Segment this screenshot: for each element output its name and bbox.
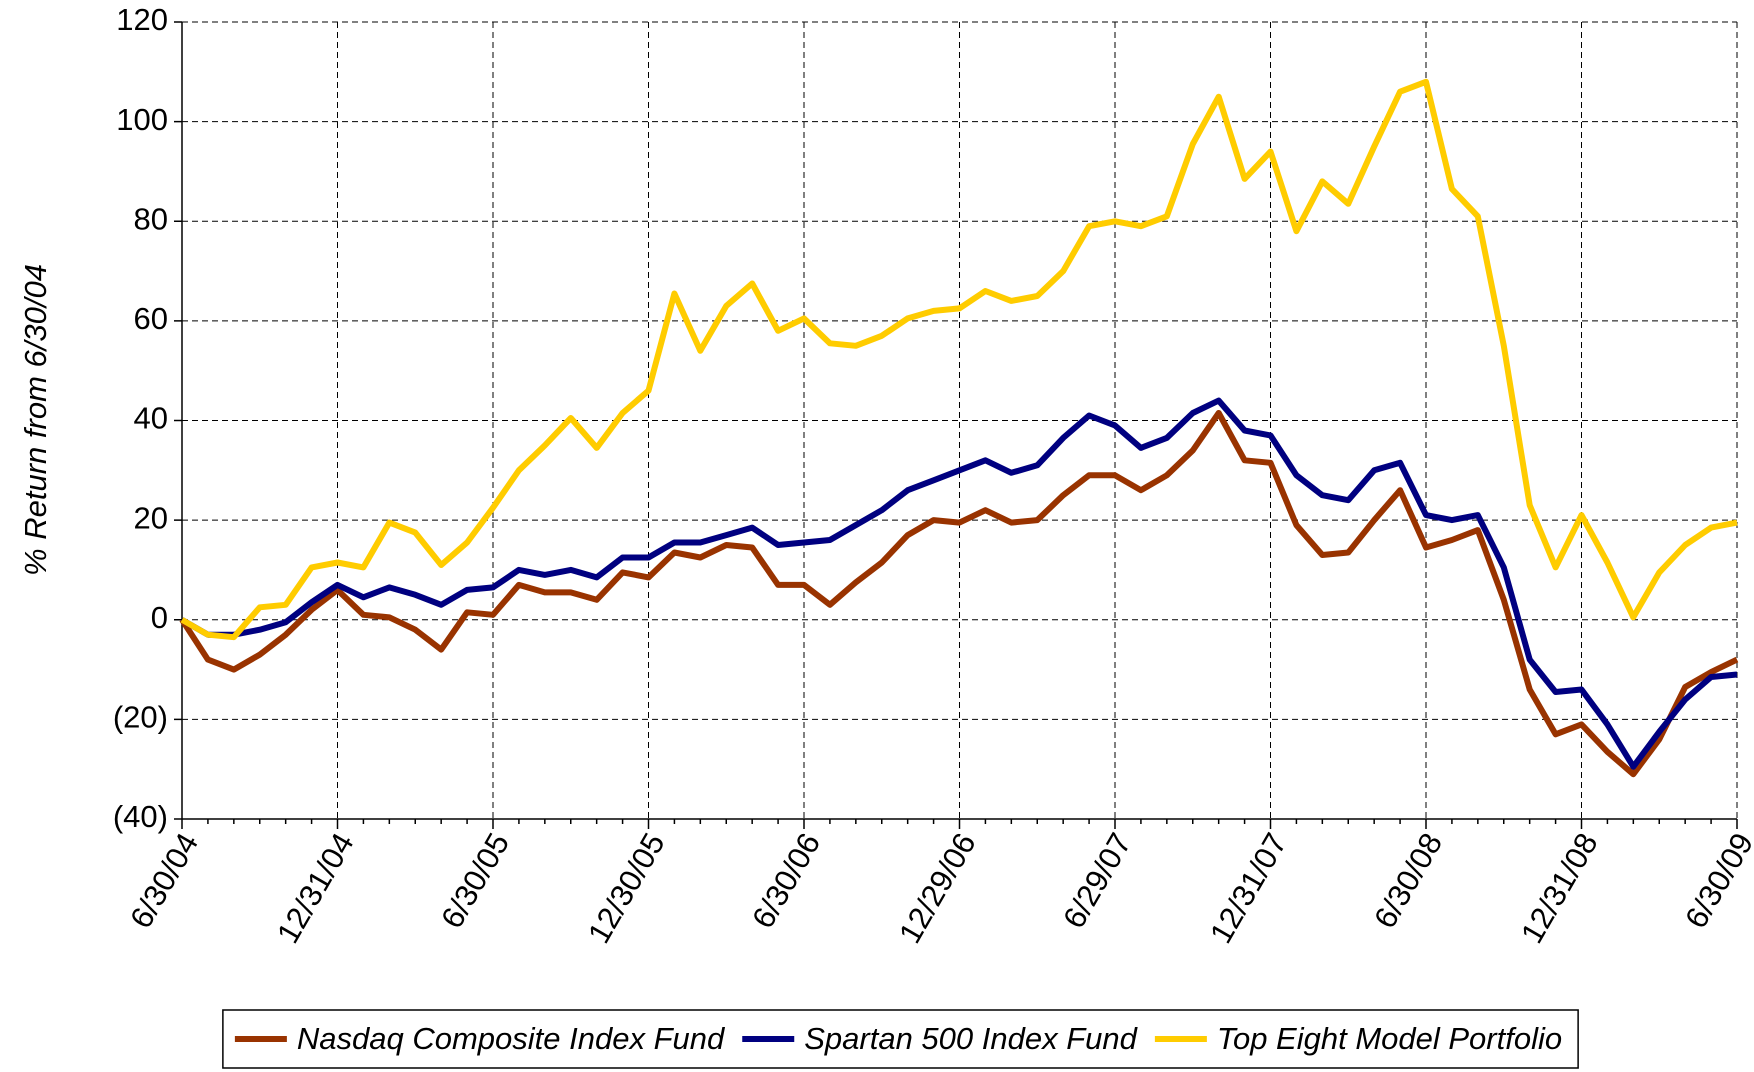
y-tick-label: 60 — [134, 301, 168, 336]
x-tick-label: 6/30/04 — [123, 827, 205, 934]
x-tick-label: 6/30/08 — [1367, 827, 1449, 934]
x-tick-label: 12/31/07 — [1203, 827, 1294, 949]
y-tick-label: 100 — [116, 102, 168, 137]
legend-box — [222, 1009, 1579, 1069]
series-line — [180, 78, 1738, 641]
x-tick-label: 12/29/06 — [892, 827, 983, 949]
x-tick-label: 6/29/07 — [1056, 827, 1138, 934]
y-tick-label: 40 — [134, 401, 168, 436]
legend-label: Top Eight Model Portfolio — [1217, 1021, 1562, 1056]
series-line — [180, 397, 1738, 770]
x-tick-label: 6/30/05 — [434, 827, 516, 934]
x-tick-label: 12/31/08 — [1514, 827, 1605, 949]
y-axis-label: % Return from 6/30/04 — [18, 264, 53, 576]
x-tick-label: 6/30/06 — [745, 827, 827, 934]
x-tick-label: 12/31/04 — [270, 827, 361, 949]
legend-label: Spartan 500 Index Fund — [804, 1021, 1138, 1056]
legend-label: Nasdaq Composite Index Fund — [297, 1021, 726, 1056]
y-tick-label: (40) — [113, 799, 168, 834]
y-tick-label: 20 — [134, 500, 168, 535]
legend: Nasdaq Composite Index Fund Spartan 500 I… — [222, 1009, 1579, 1069]
y-tick-label: (20) — [113, 700, 168, 735]
y-tick-label: 120 — [116, 2, 168, 37]
x-tick-label: 6/30/09 — [1678, 827, 1754, 934]
y-tick-label: 80 — [134, 201, 168, 236]
series-line — [179, 410, 1739, 778]
x-tick-label: 12/30/05 — [581, 827, 672, 949]
y-tick-label: 0 — [151, 600, 168, 635]
